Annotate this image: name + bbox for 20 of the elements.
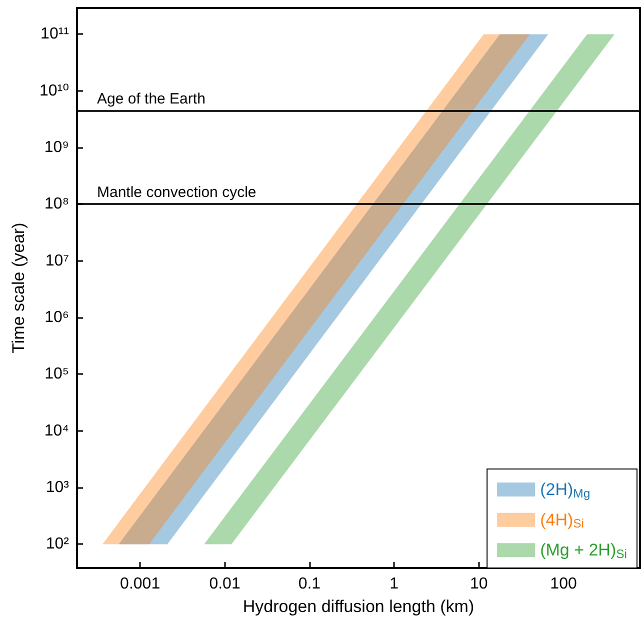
x-tick-label: 1 xyxy=(390,576,399,592)
y-tick-label: 10⁹ xyxy=(44,139,69,156)
x-tick-label: 0.001 xyxy=(120,576,160,592)
y-axis-title: Time scale (year) xyxy=(9,222,28,354)
x-axis-title: Hydrogen diffusion length (km) xyxy=(242,597,474,616)
y-tick-label: 10¹¹ xyxy=(40,26,69,43)
x-tick-label: 0.1 xyxy=(298,576,321,592)
y-tick-label: 10⁴ xyxy=(44,422,70,440)
y-tick-label: 10³ xyxy=(46,479,70,496)
y-tick-label: 10⁸ xyxy=(44,196,69,213)
ref-line-label: Age of the Earth xyxy=(97,90,206,108)
x-tick-label: 0.01 xyxy=(209,576,240,592)
y-tick-label: 10¹⁰ xyxy=(39,82,69,100)
y-tick-label: 10⁵ xyxy=(44,366,69,383)
y-tick-label: 10⁶ xyxy=(44,309,69,326)
ref-line-label: Mantle convection cycle xyxy=(97,184,256,202)
x-tick-label: 10 xyxy=(470,576,488,592)
y-tick-label: 10⁷ xyxy=(45,252,70,270)
y-tick-label: 10² xyxy=(46,536,70,553)
x-tick-label: 100 xyxy=(550,576,577,592)
